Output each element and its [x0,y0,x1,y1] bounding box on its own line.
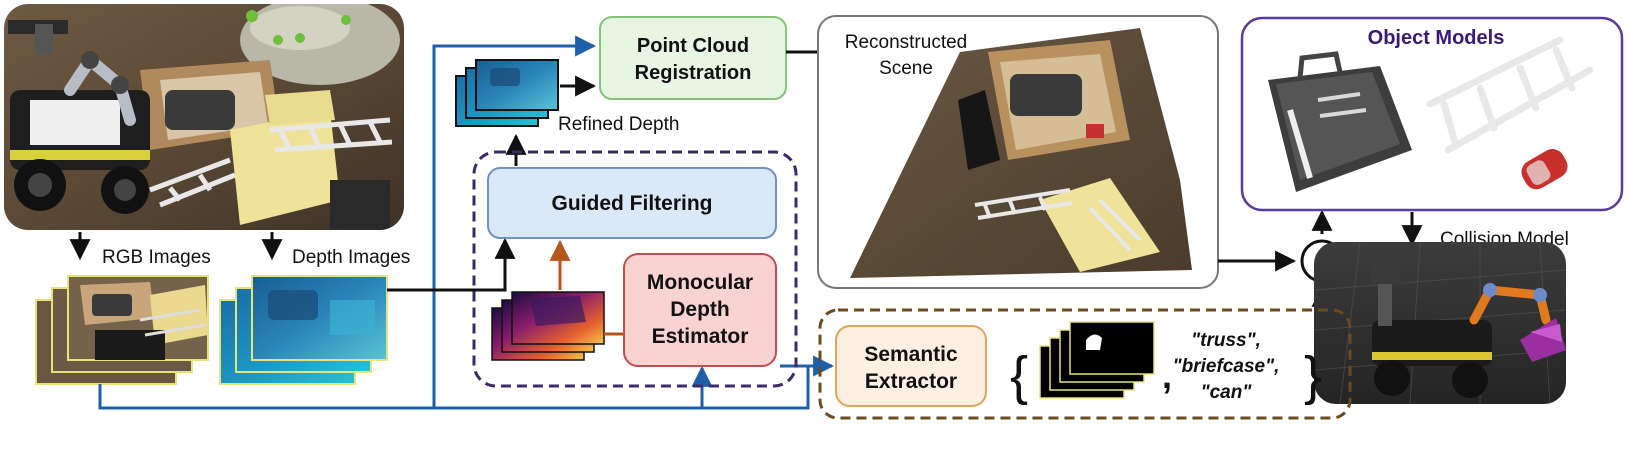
depth-refinement-group [472,150,798,388]
guided-filtering-box: Guided Filtering [487,167,777,239]
monocular-line3: Estimator [652,325,749,348]
brace-open: { [1010,346,1028,406]
semantic-extractor-box: Semantic Extractor [835,325,987,407]
label-briefcase: "briefcase", [1173,356,1280,377]
object-models-title: Object Models [1368,27,1505,49]
collision-model-image [1314,242,1566,404]
monocular-line1: Monocular [647,271,753,294]
monocular-line2: Depth [670,298,730,321]
blue-flow-lines [98,35,835,410]
reconstructed-line1: Reconstructed [845,32,968,53]
point-cloud-registration-line1: Point Cloud [637,35,749,57]
comma: , [1162,355,1172,396]
depth-image-stack [219,275,388,385]
reconstructed-scene-panel: Reconstructed Scene [817,15,1219,289]
guided-filtering-label: Guided Filtering [552,192,713,215]
label-truss: "truss", [1191,330,1261,351]
point-cloud-registration-line2: Registration [635,62,752,84]
refined-depth-stack [455,59,559,127]
semantic-group [818,308,1352,420]
label-can: "can" [1201,382,1253,403]
monocular-depth-stack [491,291,605,361]
depth-images-label: Depth Images [292,247,410,268]
mask-stack [1039,321,1155,399]
brace-close: } [1304,346,1322,406]
rgb-images-label: RGB Images [102,247,211,268]
refined-depth-label: Refined Depth [558,114,679,135]
object-models-panel: Object Models [1240,16,1624,212]
reconstructed-line2: Scene [879,58,933,79]
semantic-line1: Semantic [864,343,958,366]
point-cloud-registration-box: Point Cloud Registration [599,16,787,100]
robot-scene-photo [4,4,404,230]
semantic-line2: Extractor [865,370,957,393]
monocular-depth-estimator-box: Monocular Depth Estimator [623,253,777,367]
rgb-image-stack [35,275,209,385]
